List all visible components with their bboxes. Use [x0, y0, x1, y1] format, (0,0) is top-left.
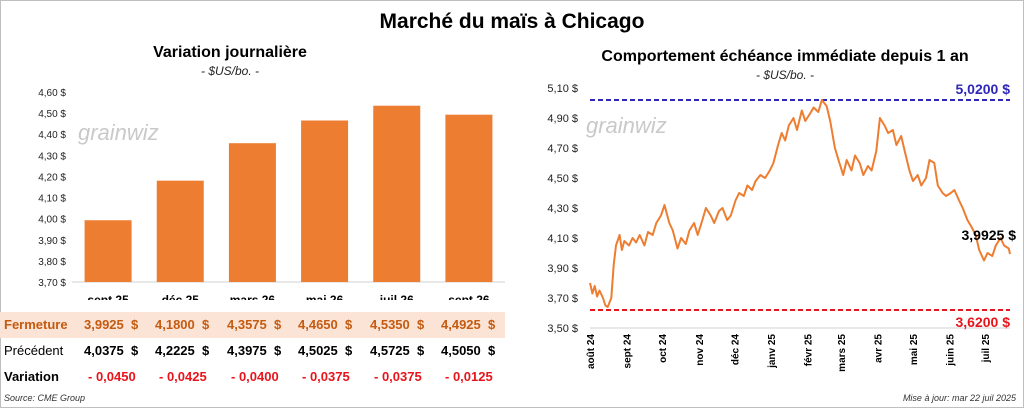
y-tick-label: 3,90 $ — [38, 236, 66, 247]
y-tick-label: 4,10 $ — [547, 233, 578, 245]
variation-value: - 0,0425 — [159, 369, 207, 384]
x-tick-label: déc 24 — [730, 334, 741, 366]
x-tick-label: sept 26 — [448, 293, 490, 300]
bar — [301, 120, 349, 282]
max-label: 5,0200 $ — [956, 81, 1011, 97]
close-value: 4,4650 $ — [298, 317, 353, 332]
table-row-previous: Précédent 4,0375 $ 4,2225 $ 4,3975 $ 4,5… — [0, 338, 505, 364]
x-tick-label: févr 25 — [804, 334, 815, 367]
y-tick-label: 4,50 $ — [547, 173, 578, 185]
previous-value: 4,2225 $ — [155, 343, 210, 358]
row-label-variation: Variation — [4, 369, 59, 384]
variation-value: - 0,0450 — [88, 369, 136, 384]
variation-value: - 0,0125 — [445, 369, 493, 384]
watermark: grainwiz — [78, 120, 159, 145]
y-tick-label: 4,30 $ — [547, 203, 578, 215]
page-title: Marché du maïs à Chicago — [379, 10, 645, 33]
row-label-close: Fermeture — [4, 317, 68, 332]
close-value: 3,9925 $ — [84, 317, 139, 332]
y-tick-label: 4,30 $ — [38, 151, 66, 162]
y-tick-label: 3,80 $ — [38, 257, 66, 268]
y-tick-label: 4,70 $ — [547, 143, 578, 155]
left-chart-subtitle: - $US/bo. - — [200, 64, 260, 78]
variation-value: - 0,0375 — [374, 369, 422, 384]
last-value-label: 3,9925 $ — [962, 227, 1017, 243]
x-tick-label: avr 25 — [873, 334, 884, 363]
y-tick-label: 3,70 $ — [38, 278, 66, 289]
table-row-variation: Variation - 0,0450 - 0,0425 - 0,0400 - 0… — [0, 364, 505, 390]
previous-value: 4,5725 $ — [370, 343, 425, 358]
right-chart-subtitle: - $US/bo. - — [755, 68, 815, 82]
watermark: grainwiz — [586, 113, 667, 138]
x-tick-label: nov 24 — [695, 334, 706, 366]
y-tick-label: 4,10 $ — [38, 194, 66, 205]
x-tick-label: mai 25 — [909, 334, 920, 366]
price-series-line — [589, 99, 1011, 308]
y-tick-label: 4,90 $ — [547, 113, 578, 125]
bar — [228, 143, 276, 282]
x-tick-label: déc 25 — [162, 293, 200, 300]
y-tick-label: 4,20 $ — [38, 172, 66, 183]
x-tick-label: sept 24 — [623, 334, 634, 369]
x-tick-label: juin 25 — [946, 334, 957, 367]
y-tick-label: 4,00 $ — [38, 215, 66, 226]
update-note: Mise à jour: mar 22 juil 2025 — [902, 393, 1016, 403]
previous-value: 4,3975 $ — [227, 343, 282, 358]
close-value: 4,3575 $ — [227, 317, 282, 332]
previous-value: 4,5050 $ — [441, 343, 496, 358]
y-tick-label: 4,40 $ — [38, 130, 66, 141]
source-note: Source: CME Group — [4, 393, 86, 403]
table-row-close: Fermeture 3,9925 $ 4,1800 $ 4,3575 $ 4,4… — [0, 312, 505, 338]
x-tick-label: oct 24 — [658, 334, 669, 363]
y-tick-label: 3,50 $ — [547, 323, 578, 335]
close-value: 4,4925 $ — [441, 317, 496, 332]
x-tick-label: janv 25 — [767, 334, 778, 369]
variation-value: - 0,0400 — [231, 369, 279, 384]
bar — [156, 180, 204, 282]
y-tick-label: 4,50 $ — [38, 109, 66, 120]
y-tick-label: 3,70 $ — [547, 293, 578, 305]
previous-value: 4,5025 $ — [298, 343, 353, 358]
min-label: 3,6200 $ — [956, 314, 1011, 330]
x-tick-label: juil 25 — [981, 334, 992, 364]
variation-value: - 0,0375 — [302, 369, 350, 384]
x-tick-label: mai 26 — [306, 293, 344, 300]
x-tick-label: août 24 — [586, 334, 597, 369]
x-tick-label: sept 25 — [87, 293, 129, 300]
bar — [373, 105, 421, 282]
x-tick-label: juil 26 — [379, 293, 414, 300]
y-tick-label: 4,60 $ — [38, 88, 66, 99]
left-chart-title: Variation journalière — [153, 44, 307, 61]
close-value: 4,5350 $ — [370, 317, 425, 332]
previous-value: 4,0375 $ — [84, 343, 139, 358]
row-label-previous: Précédent — [4, 343, 64, 358]
y-tick-label: 5,10 $ — [547, 83, 578, 95]
y-tick-label: 3,90 $ — [547, 263, 578, 275]
close-value: 4,1800 $ — [155, 317, 210, 332]
bar — [84, 220, 132, 282]
bar — [445, 114, 493, 282]
right-chart-title: Comportement échéance immédiate depuis 1… — [601, 48, 969, 65]
x-tick-label: mars 25 — [837, 334, 848, 372]
bar-chart: 3,70 $ 3,80 $ 3,90 $ 4,00 $ 4,10 $ 4,20 $ 4,30… — [38, 88, 505, 300]
x-tick-label: mars 26 — [230, 293, 276, 300]
